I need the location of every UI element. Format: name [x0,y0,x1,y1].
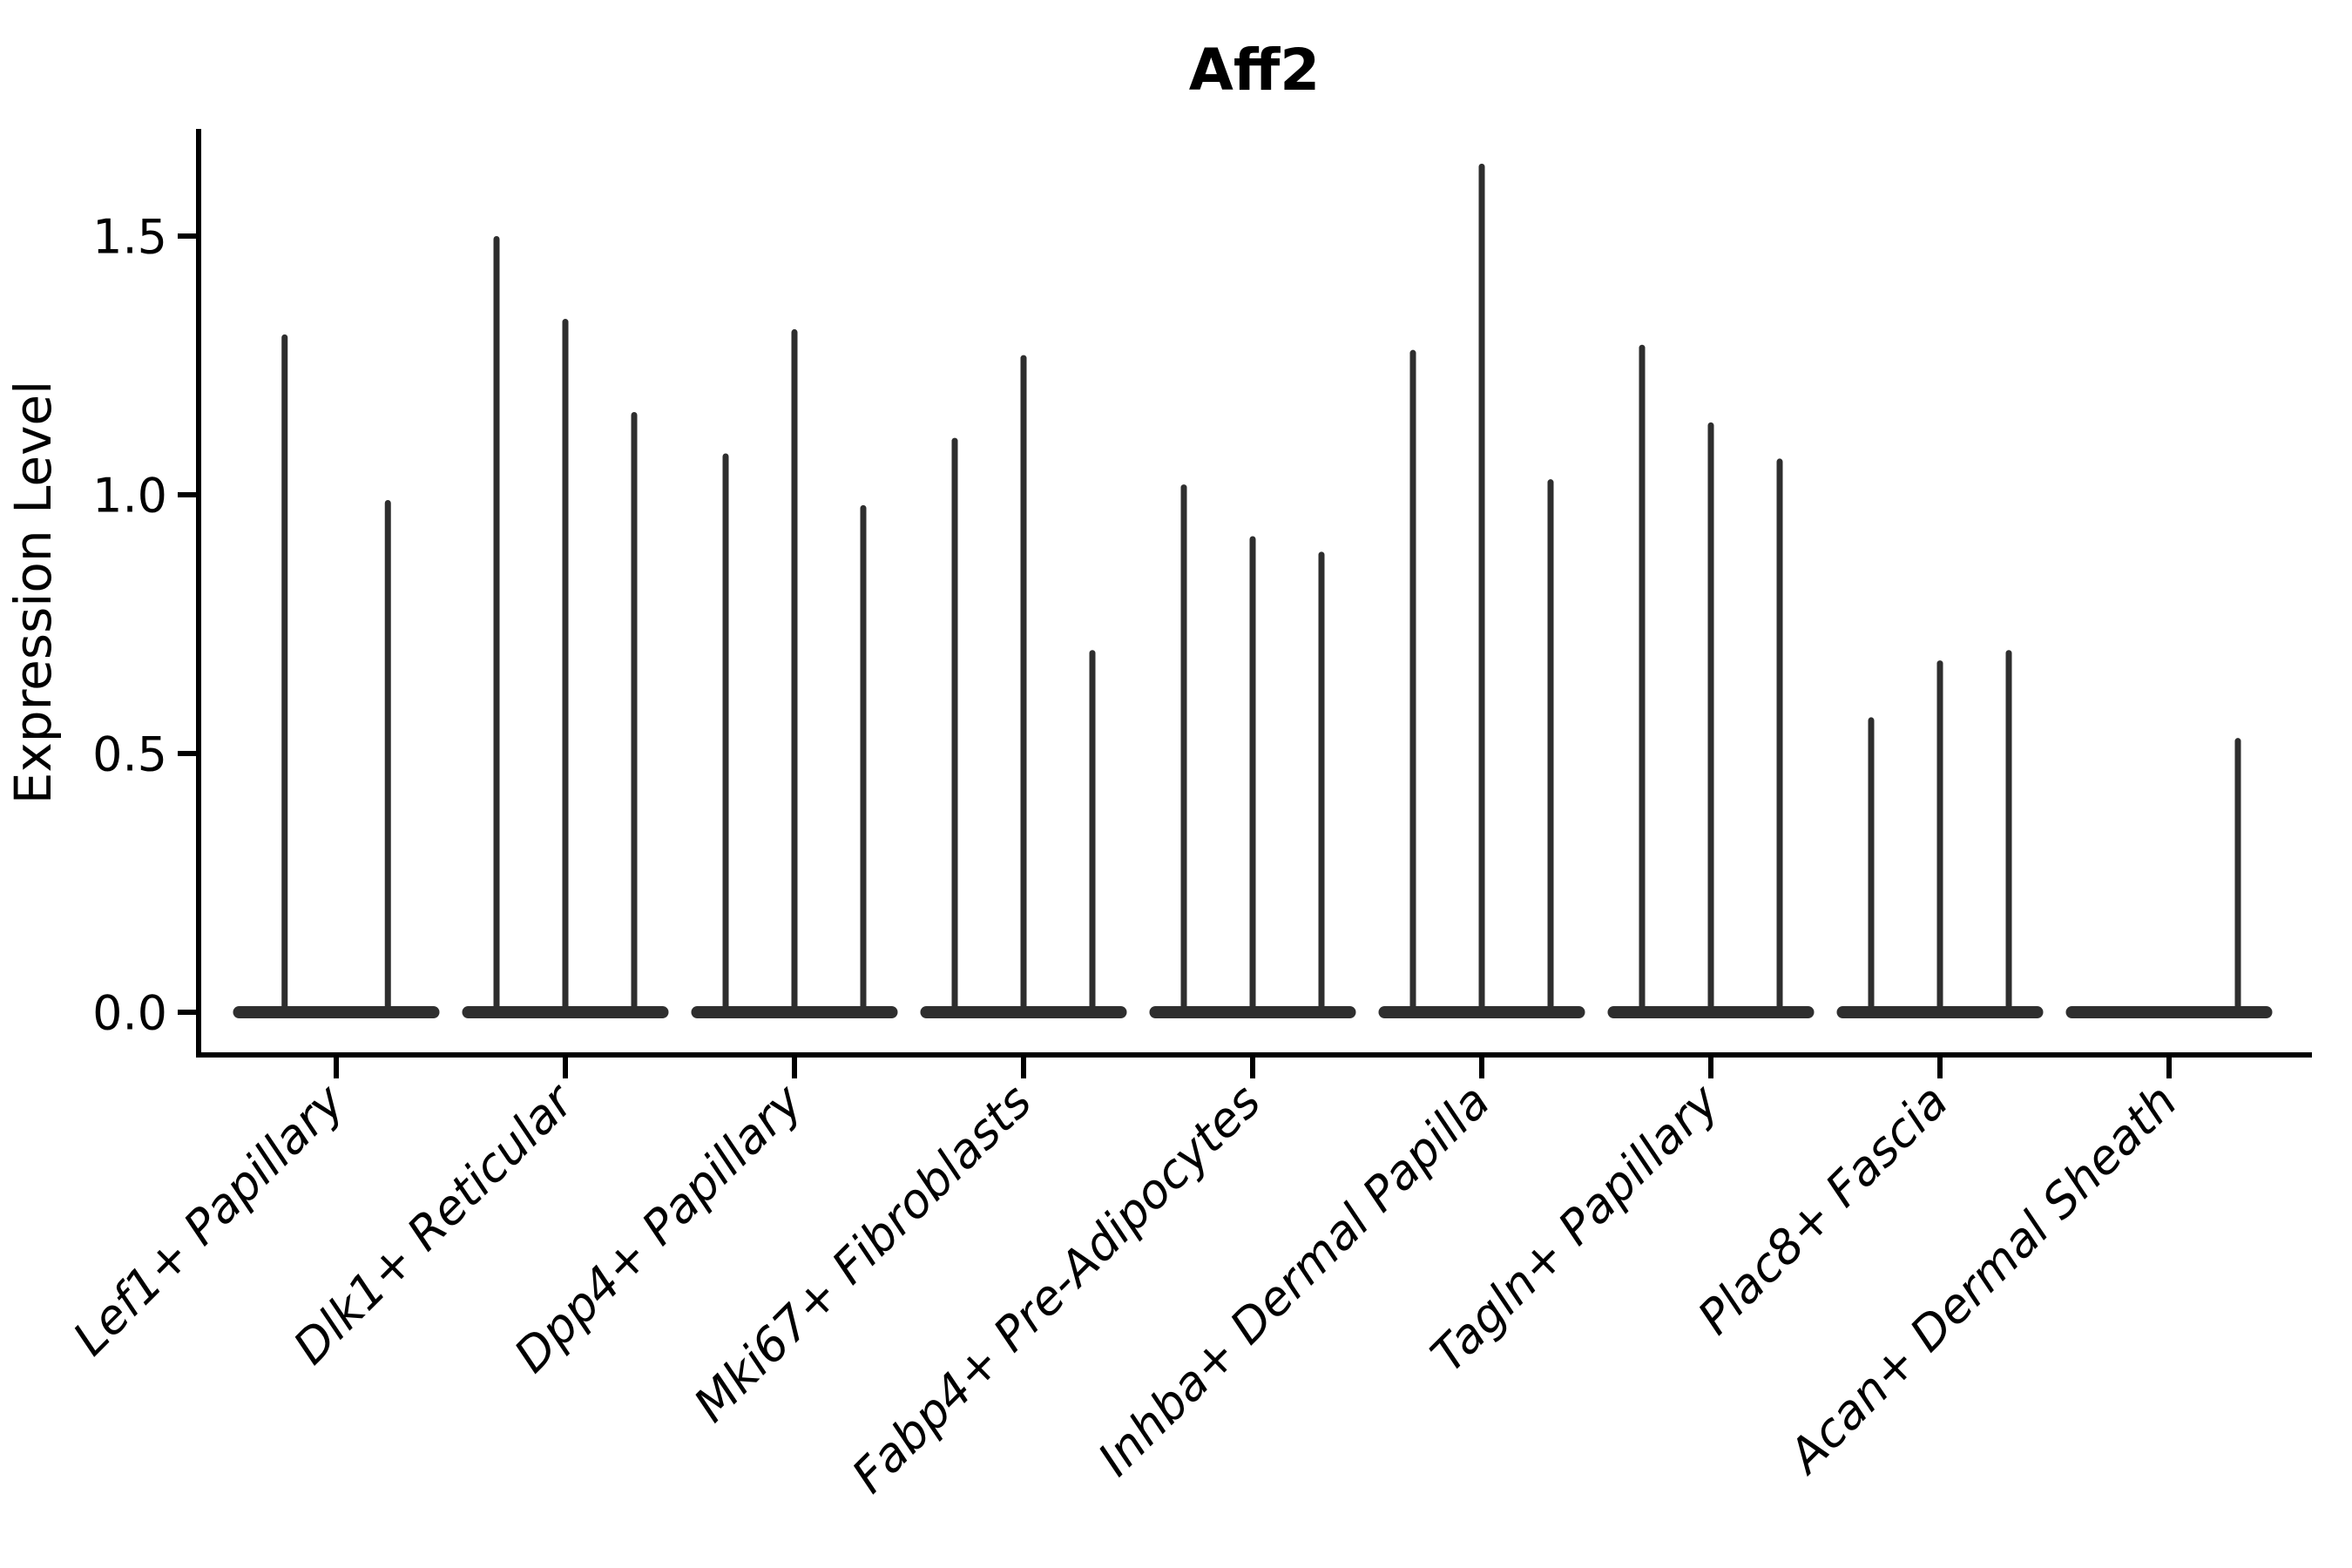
violin-spike [281,334,288,1015]
violin-spike [1936,660,1943,1015]
violin-spike [631,411,638,1016]
violin-spike [1409,349,1416,1015]
y-tick [178,751,199,756]
violin-spike [1868,717,1875,1015]
axes-spines [196,129,2312,1058]
y-tick-label: 1.5 [92,209,167,264]
violin-spike [493,236,500,1015]
y-axis-spine [196,129,201,1058]
x-axis-category-label: Fabp4+ Pre-Adipocytes [841,1074,1271,1504]
x-tick [1250,1056,1255,1078]
violin-spike [1180,484,1187,1015]
violin-base [233,1006,440,1018]
y-tick [178,1010,199,1015]
violin-spike [1318,551,1325,1015]
y-tick-label: 0.0 [92,985,167,1040]
violin-spike [562,319,569,1015]
violin-spike [1478,163,1485,1016]
violin-spike [1547,479,1554,1015]
x-tick [1708,1056,1713,1078]
x-tick [792,1056,797,1078]
x-axis-category-label: Acan+ Dermal Sheath [1776,1074,2187,1485]
x-tick [1937,1056,1943,1078]
violin-spike [384,499,391,1015]
violin-spike [1089,650,1096,1015]
violin-spike [2005,650,2012,1015]
x-tick [334,1056,339,1078]
violin-spike [1249,536,1256,1015]
violin-spike [951,437,958,1015]
violin-base [2065,1006,2273,1018]
y-tick [178,233,199,239]
violin-spike [1776,458,1783,1015]
y-tick-label: 1.0 [92,468,167,523]
violin-spike [2234,738,2241,1015]
violin-spike [1707,422,1714,1016]
violin-spike [1639,344,1646,1015]
x-tick [1479,1056,1484,1078]
violin-spike [722,453,729,1015]
x-axis-spine [196,1052,2312,1058]
chart-title: Aff2 [1189,37,1320,104]
violin-spike [860,504,867,1015]
x-tick [563,1056,568,1078]
y-tick [178,492,199,497]
x-axis-category-label: Inhba+ Dermal Papilla [1087,1074,1500,1487]
y-axis-label: Expression Level [3,381,63,804]
x-tick [1021,1056,1026,1078]
y-tick-label: 0.5 [92,727,167,781]
violin-spike [791,328,798,1015]
violin-spike [1020,355,1027,1015]
x-tick [2166,1056,2172,1078]
